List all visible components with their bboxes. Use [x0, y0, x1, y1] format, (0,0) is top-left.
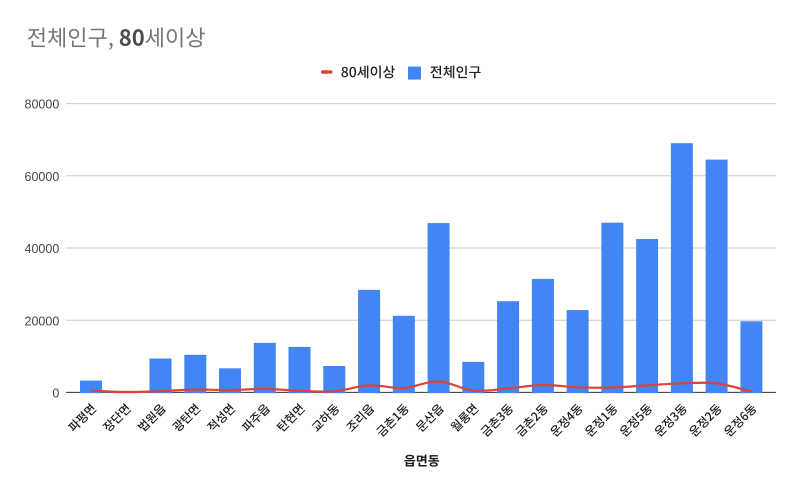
svg-text:20000: 20000 [25, 314, 60, 328]
svg-text:60000: 60000 [25, 170, 60, 184]
svg-text:80000: 80000 [25, 98, 60, 112]
svg-text:0: 0 [52, 387, 59, 401]
svg-text:40000: 40000 [25, 242, 60, 256]
